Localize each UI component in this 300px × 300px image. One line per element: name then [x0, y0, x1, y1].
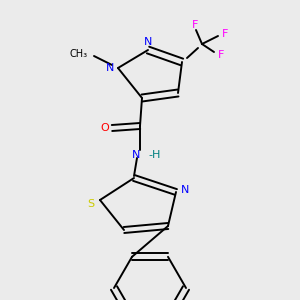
Text: N: N	[132, 150, 140, 160]
Text: N: N	[106, 63, 114, 73]
Text: F: F	[192, 20, 198, 30]
Text: CH₃: CH₃	[70, 49, 88, 59]
Text: N: N	[181, 185, 189, 195]
Text: F: F	[218, 50, 224, 60]
Text: F: F	[222, 29, 228, 39]
Text: S: S	[87, 199, 94, 209]
Text: N: N	[144, 37, 152, 47]
Text: -H: -H	[148, 150, 161, 160]
Text: O: O	[100, 123, 109, 133]
